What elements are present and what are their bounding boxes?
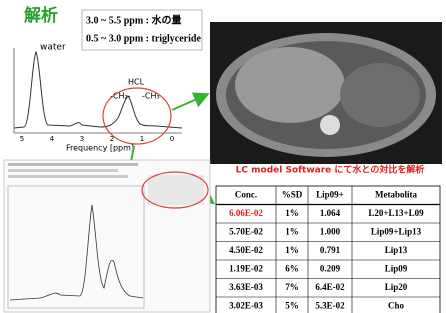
x-tick-label: 1 xyxy=(140,135,144,143)
x-tick-label: 0 xyxy=(170,135,174,143)
mri-liver xyxy=(235,47,345,123)
highlight xyxy=(103,88,171,144)
screenshot-text xyxy=(8,169,118,172)
table-cell: 6.4E-02 xyxy=(315,282,345,292)
mri-organ xyxy=(340,63,420,127)
x-tick-label: 4 xyxy=(50,135,55,143)
title: 解析 xyxy=(24,5,58,26)
table-cell: 3.63E-03 xyxy=(229,282,263,292)
table-cell: Cho xyxy=(388,300,405,310)
table-cell: 1.064 xyxy=(320,208,341,218)
peak-label: water xyxy=(40,43,66,53)
table-cell: Lip09+Lip13 xyxy=(371,226,422,236)
table-cell: Lip09 xyxy=(385,263,408,273)
table-header: Lip09+ xyxy=(316,189,344,199)
x-tick-label: 3 xyxy=(80,135,84,143)
table-cell: 4.50E-02 xyxy=(229,245,263,255)
table-cell: 5.70E-02 xyxy=(229,226,263,236)
x-tick-label: 5 xyxy=(20,135,24,143)
table-cell: 6.06E-02 xyxy=(229,208,263,218)
screenshot-text xyxy=(8,175,128,178)
table-cell: 0.209 xyxy=(320,263,341,273)
table-cell: 3.02E-03 xyxy=(229,300,263,310)
molecule: HCL xyxy=(128,78,145,87)
screenshot-table xyxy=(148,175,204,205)
subtitle: LC model Software にて水との対比を解析 xyxy=(236,164,425,176)
screenshot-text xyxy=(8,163,138,166)
table-cell: 7% xyxy=(285,282,299,292)
table-cell: 1% xyxy=(285,208,299,218)
table-cell: 6% xyxy=(285,263,299,273)
table-cell: 1% xyxy=(285,245,299,255)
table-cell: 1.19E-02 xyxy=(229,263,263,273)
table-cell: 1.000 xyxy=(320,226,341,236)
table-cell: 5% xyxy=(285,300,299,310)
spectrum-plot xyxy=(14,48,182,133)
table-cell: 5.3E-02 xyxy=(315,300,345,310)
arrow xyxy=(172,95,206,110)
table-cell: Lip13 xyxy=(385,245,408,255)
legend-line: 0.5 ~ 3.0 ppm : triglyceride xyxy=(86,33,201,44)
slide: 解析 3.0 ~ 5.5 ppm : 水の量 0.5 ~ 3.0 ppm : t… xyxy=(0,0,446,313)
table-cell: L20+L13+L09 xyxy=(368,208,424,218)
table-header: %SD xyxy=(282,189,303,199)
legend-line: 3.0 ~ 5.5 ppm : 水の量 xyxy=(86,13,181,26)
table-header: Conc. xyxy=(235,189,257,199)
mri-spine xyxy=(320,115,340,135)
table-cell: 1% xyxy=(285,226,299,236)
x-axis-label: Frequency [ppm] xyxy=(66,144,134,153)
table-cell: 0.791 xyxy=(320,245,341,255)
table-cell: Lip20 xyxy=(385,282,408,292)
table-header: Metabolita xyxy=(375,189,417,199)
